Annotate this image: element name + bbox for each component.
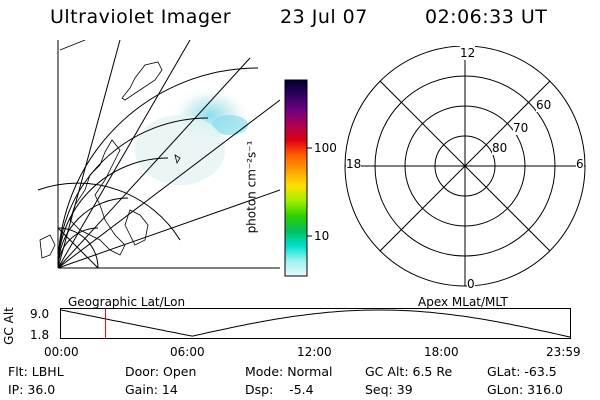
door-info: Door: Open: [125, 364, 197, 379]
ip-info: IP: 36.0: [8, 382, 56, 397]
lat-label-80: 80: [492, 141, 508, 155]
mlt-label-18: 18: [346, 157, 362, 171]
seq-info: Seq: 39: [365, 382, 413, 397]
mlt-label-6: 6: [576, 157, 584, 171]
altitude-tick-high: 9.0: [30, 307, 50, 321]
time-tick-1800: 18:00: [424, 345, 459, 359]
colorbar: [284, 79, 312, 277]
filter-info: Flt: LBHL: [8, 364, 64, 379]
apex-panel-label: Apex MLat/MLT: [418, 295, 508, 309]
mode-info: Mode: Normal: [245, 364, 333, 379]
coastline: [121, 61, 163, 101]
time-label: 02:06:33 UT: [425, 6, 548, 28]
date-label: 23 Jul 07: [280, 6, 368, 28]
longitude-line: [57, 57, 251, 269]
gc-alt-info: GC Alt: 6.5 Re: [365, 364, 453, 379]
gain-info: Gain: 14: [125, 382, 178, 397]
instrument-title: Ultraviolet Imager: [50, 6, 232, 28]
altitude-curve: [60, 309, 571, 338]
latitude-arc: [57, 67, 259, 269]
time-tick-0600: 06:00: [170, 345, 205, 359]
polar-plot: [344, 46, 586, 287]
altitude-tick-low: 1.8: [30, 328, 50, 342]
altitude-plot: [60, 308, 571, 339]
dsp-info: Dsp: -5.4: [245, 382, 314, 397]
geographic-map: [37, 40, 280, 269]
colorbar-scale: [284, 79, 308, 277]
time-tick-1200: 12:00: [297, 345, 332, 359]
lat-label-60: 60: [536, 98, 552, 112]
altitude-axis-label: GC Alt: [1, 307, 16, 345]
mlt-label-0: 0: [467, 277, 475, 291]
time-tick-2359: 23:59: [546, 345, 581, 359]
glon-info: GLon: 316.0: [487, 382, 563, 397]
colorbar-tick-10: 10: [314, 229, 330, 243]
colorbar-tick-100: 100: [314, 141, 337, 155]
colorbar-label: photon cm⁻²s⁻¹: [244, 140, 259, 234]
lat-label-70: 70: [513, 121, 529, 135]
mlt-label-12: 12: [460, 46, 476, 60]
geographic-panel-label: Geographic Lat/Lon: [68, 295, 186, 309]
glat-info: GLat: -63.5: [487, 364, 557, 379]
time-tick-0000: 00:00: [44, 345, 79, 359]
altitude-plot-frame: [60, 308, 571, 339]
